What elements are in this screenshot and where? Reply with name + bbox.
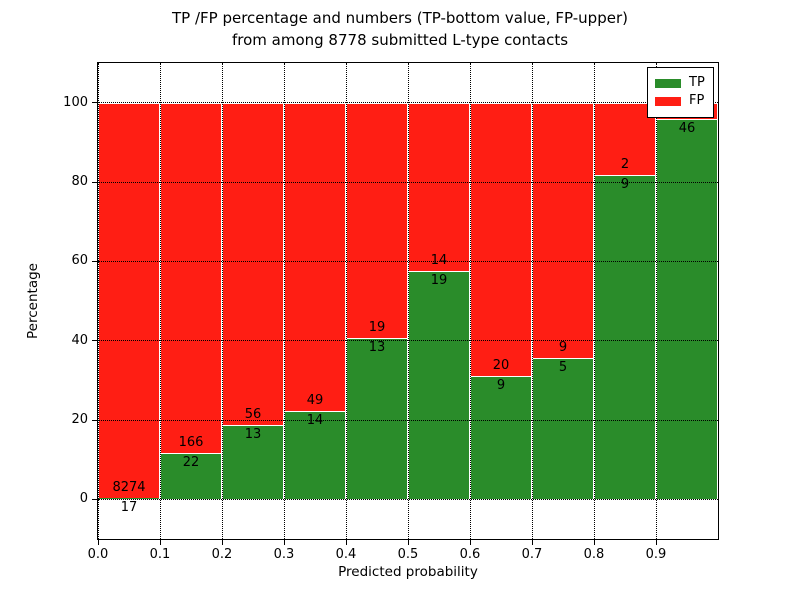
legend-label-fp: FP [689, 93, 705, 108]
x-tick-label: 0.4 [335, 547, 357, 562]
v-gridline-0.3 [283, 63, 285, 539]
fp-count-label: 9 [558, 339, 568, 355]
stacked-bar-0.5: 14 19 [408, 102, 470, 500]
x-tick-label: 0.3 [273, 547, 295, 562]
tp-count-label: 14 [306, 413, 324, 429]
tp-count-label: 13 [368, 340, 386, 356]
tp-count-label: 19 [430, 272, 448, 288]
tp-color-swatch [655, 78, 681, 88]
stacked-bar-0.2: 56 13 [222, 102, 284, 500]
x-tick-0.3 [283, 540, 285, 545]
x-tick-0.9 [655, 540, 657, 545]
fp-count-label: 14 [430, 252, 448, 268]
legend: TP FP [647, 67, 714, 118]
y-tick-label: 0 [79, 491, 88, 507]
x-tick-label: 0.2 [211, 547, 233, 562]
stacked-bar-0.1: 166 22 [160, 102, 222, 500]
v-gridline-0.4 [345, 63, 347, 539]
stacked-bar-0.0: 8274 17 [98, 102, 160, 515]
tp-segment [346, 338, 408, 500]
stacked-bar-0.6: 20 9 [470, 102, 532, 500]
tp-count-label: 46 [678, 121, 696, 137]
tp-count-label: 22 [182, 454, 200, 470]
tp-count-label: 9 [620, 176, 630, 192]
chart-title-line1: TP /FP percentage and numbers (TP-bottom… [172, 9, 628, 27]
x-tick-label: 0.9 [645, 547, 667, 562]
legend-label-tp: TP [689, 75, 705, 90]
y-tick-0 [92, 498, 97, 500]
x-tick-label: 0.8 [583, 547, 605, 562]
x-tick-label: 0.6 [459, 547, 481, 562]
fp-count-label: 56 [244, 406, 262, 422]
fp-color-swatch [655, 96, 681, 106]
x-tick-0.2 [221, 540, 223, 545]
fp-count-label: 8274 [112, 480, 146, 496]
fp-count-label: 49 [306, 393, 324, 409]
fp-count-label: 2 [620, 156, 630, 172]
y-tick-label: 60 [71, 253, 88, 269]
fp-count-label: 166 [178, 434, 204, 450]
fp-count-label: 19 [368, 320, 386, 336]
tp-segment [408, 270, 470, 500]
chart-title-line2: from among 8778 submitted L-type contact… [231, 31, 569, 49]
x-tick-0.1 [159, 540, 161, 545]
x-tick-label: 0.1 [149, 547, 171, 562]
tp-count-label: 13 [244, 426, 262, 442]
x-tick-0.7 [531, 540, 533, 545]
y-tick-100 [92, 102, 97, 104]
x-tick-0.8 [593, 540, 595, 545]
chart-title: TP /FP percentage and numbers (TP-bottom… [60, 7, 740, 51]
x-tick-0.0 [97, 540, 99, 545]
fp-count-label: 20 [492, 358, 510, 374]
x-tick-0.4 [345, 540, 347, 545]
tp-segment [284, 411, 346, 500]
tp-segment [532, 357, 594, 500]
x-tick-0.5 [407, 540, 409, 545]
y-tick-label: 100 [63, 94, 88, 110]
tp-segment [594, 174, 656, 500]
x-tick-label: 0.7 [521, 547, 543, 562]
y-tick-20 [92, 419, 97, 421]
v-gridline-0.9 [655, 63, 657, 539]
v-gridline-0.0 [98, 63, 99, 539]
x-tick-0.6 [469, 540, 471, 545]
legend-entry-fp: FP [655, 93, 706, 109]
fp-segment [160, 102, 222, 500]
y-tick-40 [92, 340, 97, 342]
legend-entry-tp: TP [655, 75, 706, 91]
tp-segment [470, 376, 532, 500]
x-axis-label: Predicted probability [338, 564, 478, 580]
fp-segment [98, 102, 160, 500]
tp-segment [160, 452, 222, 500]
v-gridline-0.1 [159, 63, 161, 539]
y-tick-label: 80 [71, 174, 88, 189]
v-gridline-0.2 [221, 63, 223, 539]
tp-count-label: 9 [496, 378, 506, 394]
y-tick-80 [92, 181, 97, 183]
tp-count-label: 17 [120, 500, 138, 516]
y-tick-label: 40 [71, 332, 88, 348]
y-axis-label: Percentage [25, 263, 41, 339]
stacked-bar-0.9: 46 [656, 102, 718, 500]
x-tick-label: 0.5 [397, 547, 419, 562]
tp-segment [656, 119, 718, 500]
tp-segment [222, 424, 284, 500]
v-gridline-0.7 [531, 63, 533, 539]
v-gridline-0.5 [407, 63, 409, 539]
x-tick-label: 0.0 [87, 547, 109, 562]
y-tick-label: 20 [71, 412, 88, 427]
v-gridline-0.8 [593, 63, 595, 539]
plot-area: 8274 17 166 22 56 13 49 14 19 13 14 19 20 9 9 5 2 9 46 TP … [97, 62, 719, 540]
y-tick-60 [92, 260, 97, 262]
stacked-bar-0.3: 49 14 [284, 102, 346, 500]
stacked-bar-0.4: 19 13 [346, 102, 408, 500]
v-gridline-0.6 [469, 63, 471, 539]
tp-count-label: 5 [558, 359, 568, 375]
